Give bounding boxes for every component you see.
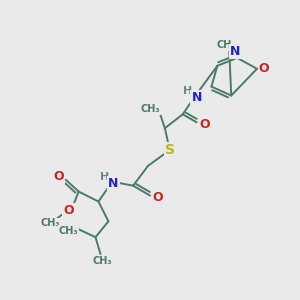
Text: CH₃: CH₃	[40, 218, 60, 228]
Text: CH₃: CH₃	[59, 226, 79, 236]
Text: N: N	[230, 45, 240, 58]
Text: O: O	[259, 62, 269, 75]
Text: H: H	[100, 172, 109, 182]
Text: N: N	[191, 91, 202, 104]
Text: N: N	[108, 177, 118, 190]
Text: O: O	[53, 170, 64, 183]
Text: O: O	[63, 204, 74, 217]
Text: S: S	[165, 143, 175, 157]
Text: O: O	[199, 118, 210, 131]
Text: CH₃: CH₃	[140, 104, 160, 114]
Text: CH₃: CH₃	[217, 40, 236, 50]
Text: H: H	[183, 85, 192, 96]
Text: CH₃: CH₃	[93, 256, 112, 266]
Text: O: O	[153, 191, 163, 204]
